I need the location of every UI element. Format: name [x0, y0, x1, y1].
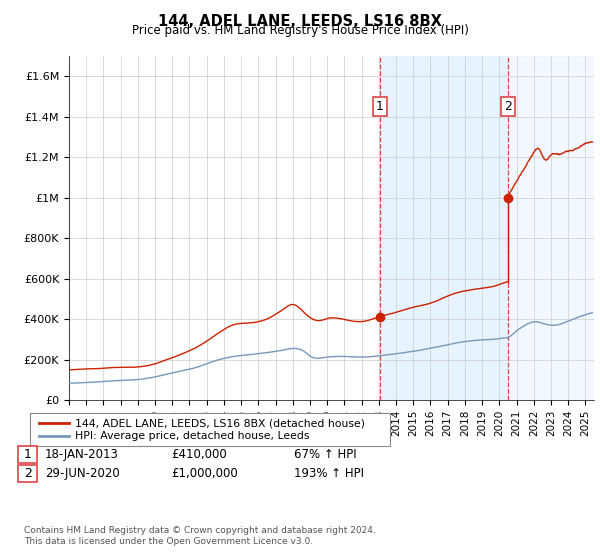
Text: 18-JAN-2013: 18-JAN-2013: [45, 448, 119, 461]
Text: 144, ADEL LANE, LEEDS, LS16 8BX: 144, ADEL LANE, LEEDS, LS16 8BX: [158, 14, 442, 29]
Text: 1: 1: [23, 448, 32, 461]
Text: Contains HM Land Registry data © Crown copyright and database right 2024.
This d: Contains HM Land Registry data © Crown c…: [24, 526, 376, 546]
Text: Price paid vs. HM Land Registry's House Price Index (HPI): Price paid vs. HM Land Registry's House …: [131, 24, 469, 37]
Bar: [380, 56, 508, 400]
Text: 2: 2: [23, 466, 32, 480]
Bar: [508, 56, 594, 400]
Text: 193% ↑ HPI: 193% ↑ HPI: [294, 466, 364, 480]
Text: £1,000,000: £1,000,000: [171, 466, 238, 480]
Text: 29-JUN-2020: 29-JUN-2020: [45, 466, 120, 480]
Text: £410,000: £410,000: [171, 448, 227, 461]
Text: 67% ↑ HPI: 67% ↑ HPI: [294, 448, 356, 461]
Text: 144, ADEL LANE, LEEDS, LS16 8BX (detached house): 144, ADEL LANE, LEEDS, LS16 8BX (detache…: [75, 418, 365, 428]
Text: HPI: Average price, detached house, Leeds: HPI: Average price, detached house, Leed…: [75, 431, 310, 441]
Text: 1: 1: [376, 100, 383, 113]
Text: 2: 2: [504, 100, 512, 113]
